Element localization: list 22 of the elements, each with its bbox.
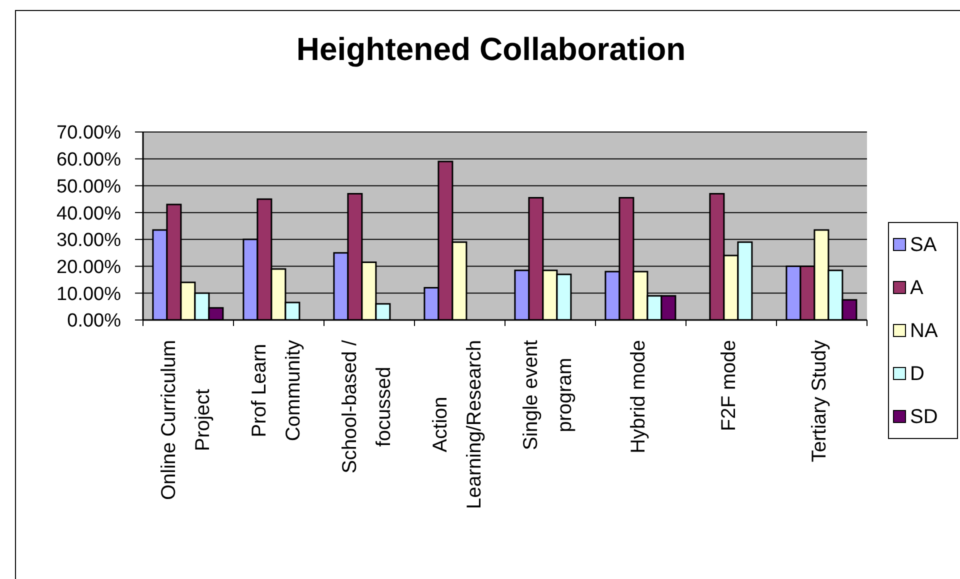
x-tick-label: Hybrid mode bbox=[628, 340, 650, 454]
y-tick-label: 0.00% bbox=[67, 310, 122, 332]
legend-label: D bbox=[910, 362, 924, 384]
y-tick-label: 50.00% bbox=[56, 176, 122, 198]
x-tick-label: Action Learning/Research bbox=[430, 340, 486, 509]
x-tick-label: F2F mode bbox=[718, 340, 740, 432]
x-tick-label: Online Curriculum Project bbox=[158, 340, 214, 500]
legend-label: SA bbox=[910, 234, 937, 256]
legend-label: NA bbox=[910, 320, 938, 342]
chart-title: Heightened Collaboration bbox=[295, 30, 687, 68]
y-tick-label: 30.00% bbox=[56, 230, 122, 252]
y-tick-label: 60.00% bbox=[56, 150, 122, 171]
x-tick-label: School-based / focussed bbox=[339, 340, 396, 474]
x-tick-label: Tertiary Study bbox=[808, 340, 831, 462]
y-tick-label: 10.00% bbox=[56, 284, 122, 305]
y-tick-label: 40.00% bbox=[56, 203, 122, 224]
legend-label: SD bbox=[910, 406, 938, 428]
x-tick-label: Prof Learn Community bbox=[248, 340, 305, 442]
x-tick-label: Single event program bbox=[520, 340, 576, 450]
y-tick-label: 20.00% bbox=[56, 257, 122, 278]
legend-label: A bbox=[910, 276, 924, 298]
y-tick-label: 70.00% bbox=[56, 122, 122, 144]
